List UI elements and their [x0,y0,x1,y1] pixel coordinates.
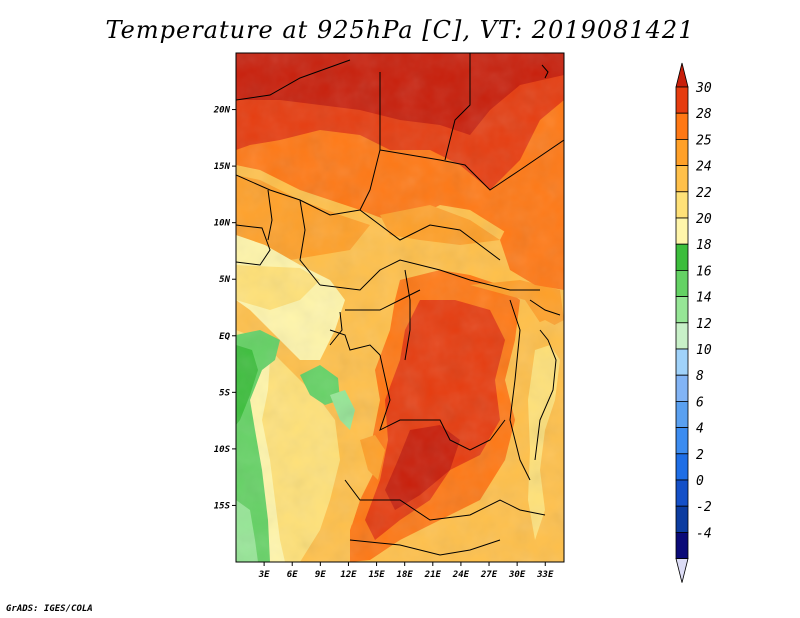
colorbar-bottom-arrow [675,558,689,583]
x-tick-label: 6E [287,570,298,580]
x-tick-label: 30E [508,570,526,580]
colorbar-swatch [675,505,689,533]
y-tick-label: 10S [214,445,231,455]
colorbar-label: 6 [696,395,704,410]
colorbar-label: 4 [696,422,704,437]
country-borders [236,53,564,556]
colorbar-label: 16 [696,264,712,279]
y-tick-label: 15N [214,162,231,172]
colorbar-label: -2 [696,500,712,515]
y-tick-label: 10N [214,219,231,229]
colorbar-swatch [675,479,689,507]
colorbar-swatch [675,322,689,350]
colorbar-swatch [675,243,689,271]
y-tick-label: 15S [214,501,231,511]
x-tick-label: 3E [258,570,270,580]
x-tick-label: 15E [368,570,385,580]
colorbar-label: 14 [696,291,712,306]
colorbar-label: -4 [696,526,712,541]
colorbar-swatch [675,165,689,193]
colorbar-label: 2 [696,448,704,463]
footer-credit: GrADS: IGES/COLA [6,604,93,614]
colorbar-swatch [675,532,689,560]
colorbar-label: 18 [696,238,712,253]
y-tick-label: 20N [213,106,231,116]
colorbar-swatch [675,86,689,114]
x-tick-label: 33E [536,570,554,580]
colorbar-label: 22 [696,186,712,201]
colorbar-swatch [675,269,689,297]
y-tick-label: 5S [219,388,230,398]
y-tick-label: 5N [219,275,230,285]
colorbar-label: 24 [696,160,712,175]
plot-frame [235,52,565,563]
colorbar-swatch [675,112,689,140]
chart-title: Temperature at 925hPa [C], VT: 201908142… [105,16,695,44]
colorbar-swatch [675,427,689,455]
colorbar-label: 8 [696,369,704,384]
x-tick-label: 18E [397,570,414,580]
colorbar-label: 25 [696,133,712,148]
x-tick-label: 9E [315,570,326,580]
colorbar-swatch [675,374,689,402]
colorbar-swatch [675,296,689,324]
x-tick-label: 27E [480,570,498,580]
colorbar-label: 0 [696,474,704,489]
temperature-field [236,53,564,562]
colorbar-swatch [675,400,689,428]
colorbar-swatch [675,348,689,376]
colorbar-swatch [675,453,689,481]
x-tick-label: 24E [452,570,470,580]
colorbar-label: 30 [695,81,712,96]
x-tick-label: 21E [424,570,442,580]
colorbar-label: 10 [696,343,712,358]
x-tick-label: 12E [340,570,357,580]
colorbar-top-arrow [675,62,689,88]
colorbar-swatch [675,138,689,166]
colorbar-swatch [675,191,689,219]
colorbar-label: 20 [696,212,712,227]
colorbar-swatch [675,217,689,245]
colorbar-label: 28 [696,107,712,122]
colorbar-label: 12 [696,317,712,332]
y-tick-label: EQ [219,332,230,342]
